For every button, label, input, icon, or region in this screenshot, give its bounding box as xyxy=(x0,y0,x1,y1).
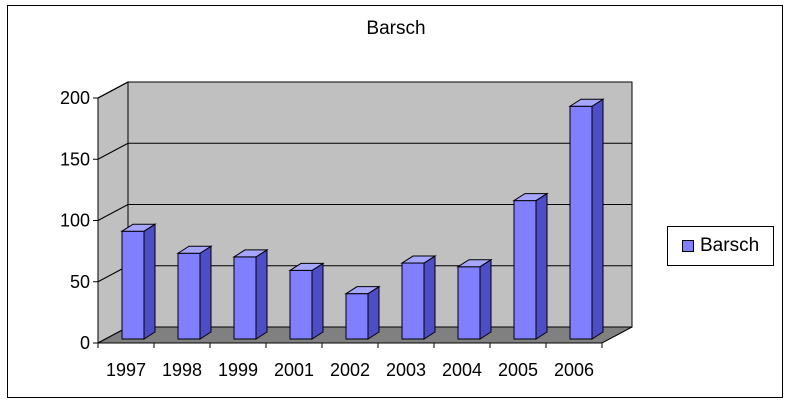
bar-top xyxy=(400,255,437,264)
bar-side xyxy=(367,285,380,340)
gridline-side xyxy=(97,204,129,221)
bar-top xyxy=(512,193,549,202)
y-tick-label: 150 xyxy=(60,149,90,169)
gridline-side xyxy=(97,142,129,160)
bar-front xyxy=(121,230,145,340)
bar-front xyxy=(233,256,257,340)
y-tick-label: 0 xyxy=(80,333,90,353)
x-tick-label: 2005 xyxy=(498,360,538,380)
bar-front xyxy=(401,262,425,340)
x-tick-label: 2004 xyxy=(442,360,482,380)
y-tick-label: 50 xyxy=(70,272,90,292)
bar-side xyxy=(255,249,268,340)
y-tick-label: 100 xyxy=(60,211,90,231)
bar-side xyxy=(311,262,324,340)
x-tick-label: 1999 xyxy=(218,360,258,380)
bar-front xyxy=(177,252,201,340)
x-tick-label: 2002 xyxy=(330,360,370,380)
legend: Barsch xyxy=(667,226,774,266)
x-tick-label: 2006 xyxy=(554,360,594,380)
bar-side xyxy=(535,192,548,340)
bar-front xyxy=(513,200,537,340)
bar-side xyxy=(199,245,212,340)
bar-top xyxy=(120,223,157,232)
gridline-side xyxy=(97,81,129,99)
x-tick-label: 1998 xyxy=(162,360,202,380)
bar-side xyxy=(143,223,156,340)
bar-front xyxy=(289,269,313,340)
legend-label: Barsch xyxy=(700,235,760,256)
bar-front xyxy=(457,266,481,340)
bar-side xyxy=(591,98,604,340)
bar-front xyxy=(569,105,593,340)
bar-top xyxy=(288,262,325,271)
bar-side xyxy=(423,255,436,340)
bar-top xyxy=(456,259,493,268)
bar-top xyxy=(344,286,381,295)
x-tick-label: 2003 xyxy=(386,360,426,380)
bar-side xyxy=(479,258,492,340)
y-tick-label: 200 xyxy=(60,88,90,108)
bar-top xyxy=(232,249,269,258)
x-tick-label: 1997 xyxy=(106,360,146,380)
bar-top xyxy=(176,245,213,254)
x-tick-label: 2001 xyxy=(274,360,314,380)
bar-top xyxy=(568,98,605,107)
bar-front xyxy=(345,293,369,340)
chart-title: Barsch xyxy=(366,18,426,39)
legend-swatch xyxy=(682,240,694,252)
